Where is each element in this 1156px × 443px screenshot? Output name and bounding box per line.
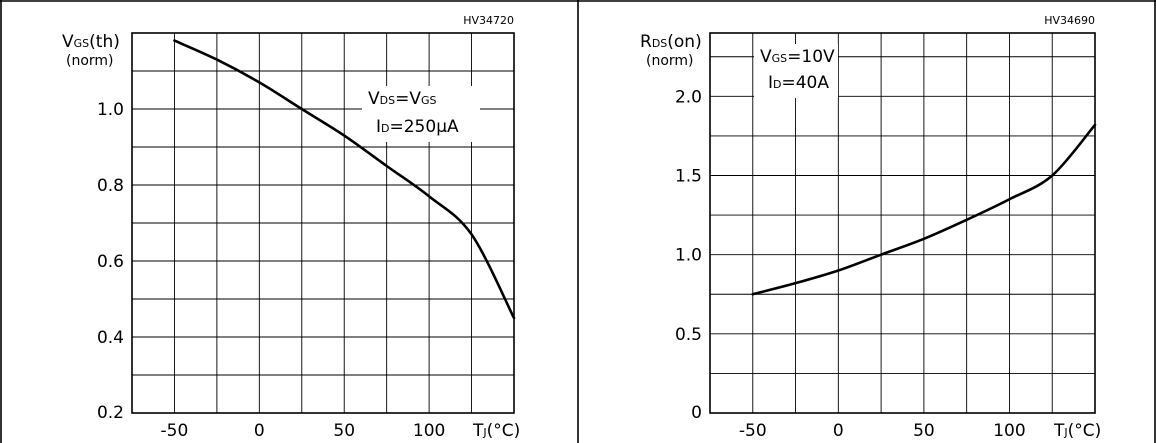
chart-vgs-th: HV34720 0.4 0.6 0.8 1.0 0.2 -50 0 50 100 TJ(°C) VGS… — [62, 14, 520, 441]
plot-frame — [709, 32, 1096, 414]
annotation-line-1: VGS=10V — [760, 47, 835, 67]
y-tick-label: 1.5 — [675, 167, 702, 187]
y-tick-label: 2.0 — [675, 87, 702, 107]
x-tick-label: 0 — [254, 421, 265, 441]
y-axis-label: VGS(th) — [62, 32, 120, 52]
y-tick-label: 0.4 — [97, 328, 124, 348]
y-tick-label: 0.5 — [675, 325, 702, 345]
y-axis-unit: (norm) — [646, 53, 694, 69]
y-tick-label: 1.0 — [675, 246, 702, 266]
annotation-line-2: ID=40A — [768, 73, 829, 93]
y-tick-label: 0.8 — [97, 176, 124, 196]
annotation-line-1: VDS=VGS — [368, 89, 436, 109]
x-tick-label: -50 — [739, 421, 767, 441]
annotation-background — [754, 44, 838, 98]
y-tick-label: 0.6 — [97, 252, 124, 272]
x-tick-label: 0 — [833, 421, 844, 441]
y-tick-label: 0.2 — [97, 403, 124, 423]
y-axis-unit: (norm) — [66, 53, 114, 69]
x-tick-label: 50 — [333, 421, 355, 441]
figure-code: HV34720 — [463, 14, 514, 27]
x-tick-label: 50 — [913, 421, 935, 441]
series-curve — [751, 123, 1097, 296]
chart-rds-on: HV34690 0.5 1.0 1.5 2.0 0 -50 0 50 100 TJ(°C) RDS(o… — [640, 14, 1101, 441]
x-tick-label: -50 — [161, 421, 189, 441]
y-tick-label: 0 — [691, 403, 702, 423]
y-axis-label: RDS(on) — [640, 32, 702, 52]
figure-code: HV34690 — [1044, 14, 1095, 27]
plot-frame — [131, 32, 515, 414]
y-tick-label: 1.0 — [97, 100, 124, 120]
x-tick-label: 100 — [993, 421, 1025, 441]
series-curve — [173, 39, 516, 320]
x-tick-label: 100 — [413, 421, 445, 441]
annotation-line-2: ID=250µA — [376, 117, 459, 137]
x-axis-label: TJ(°C) — [472, 421, 520, 441]
x-axis-label: TJ(°C) — [1053, 421, 1101, 441]
annotation-background — [362, 86, 480, 142]
